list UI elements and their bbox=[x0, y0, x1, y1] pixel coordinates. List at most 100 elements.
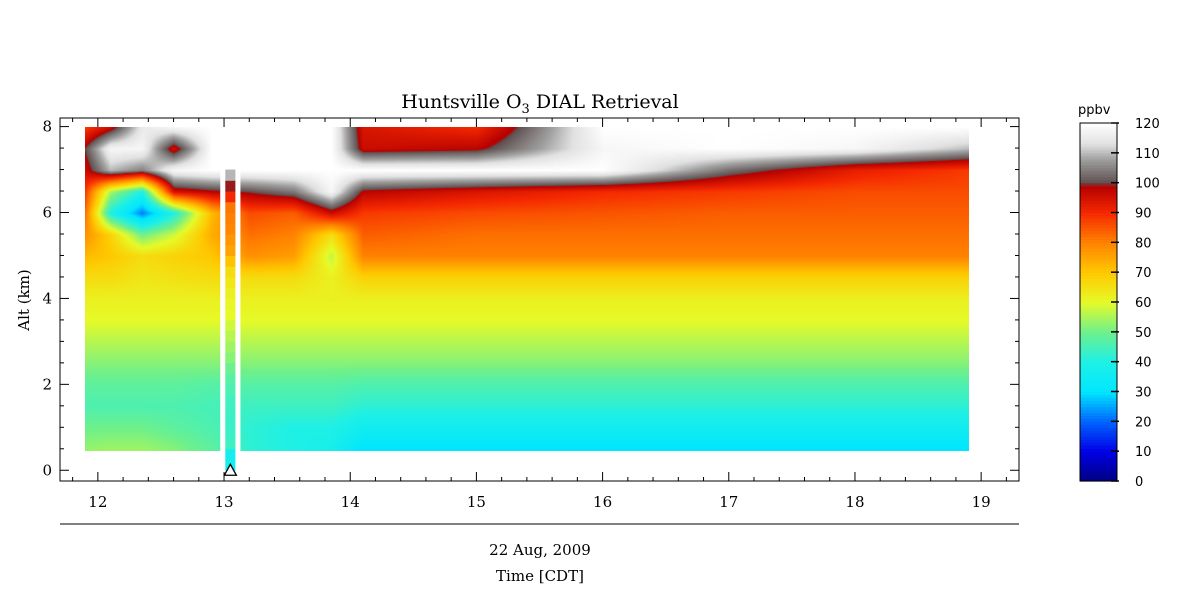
x-tick-label: 17 bbox=[719, 493, 738, 511]
ozone-heatmap bbox=[85, 127, 969, 451]
colorbar-cell bbox=[1080, 131, 1117, 136]
colorbar-cell bbox=[1080, 302, 1117, 306]
colorbar-cell bbox=[1080, 218, 1117, 223]
colorbar-cell bbox=[1080, 299, 1117, 303]
gap-profile-cell bbox=[225, 330, 236, 342]
colorbar-cell bbox=[1080, 293, 1117, 297]
colorbar-cell bbox=[1080, 331, 1117, 336]
colorbar-cell bbox=[1080, 379, 1117, 384]
gap-profile-cell bbox=[225, 309, 236, 321]
colorbar-cell bbox=[1080, 469, 1117, 473]
colorbar-cell bbox=[1080, 167, 1117, 172]
colorbar-cell bbox=[1080, 463, 1117, 467]
colorbar-cell bbox=[1080, 248, 1117, 252]
colorbar-cell bbox=[1080, 307, 1117, 312]
y-tick-label: 4 bbox=[42, 289, 52, 307]
colorbar-cell bbox=[1080, 188, 1117, 193]
colorbar-cell bbox=[1080, 257, 1117, 261]
colorbar-cell bbox=[1080, 340, 1117, 345]
x-tick-label: 15 bbox=[467, 493, 486, 511]
colorbar-cell bbox=[1080, 230, 1117, 234]
colorbar-cell bbox=[1080, 415, 1117, 419]
colorbar-cell bbox=[1080, 173, 1117, 178]
colorbar-cell bbox=[1080, 227, 1117, 231]
colorbar-cell bbox=[1080, 251, 1117, 255]
gap-profile-cell bbox=[225, 373, 236, 385]
gap-profile-cell bbox=[225, 212, 236, 224]
gap-profile-cell bbox=[225, 287, 236, 299]
title-subscript: 3 bbox=[522, 102, 530, 117]
colorbar-cell bbox=[1080, 185, 1117, 190]
colorbar-cell bbox=[1080, 215, 1117, 220]
gap-profile-cell bbox=[225, 362, 236, 375]
colorbar-cell bbox=[1080, 394, 1117, 399]
colorbar-cell bbox=[1080, 200, 1117, 205]
colorbar-cell bbox=[1080, 382, 1117, 387]
colorbar-cell bbox=[1080, 179, 1117, 184]
colorbar-cell bbox=[1080, 409, 1117, 413]
colorbar-cell bbox=[1080, 164, 1117, 169]
colorbar-cell bbox=[1080, 125, 1117, 130]
colorbar-cell bbox=[1080, 310, 1117, 315]
y-tick-label: 8 bbox=[42, 118, 52, 136]
colorbar-cell bbox=[1080, 349, 1117, 354]
colorbar-cell bbox=[1080, 478, 1117, 482]
colorbar-tick-label: 10 bbox=[1135, 445, 1152, 460]
colorbar-tick-label: 100 bbox=[1135, 177, 1160, 192]
colorbar-cell bbox=[1080, 209, 1117, 214]
gap-profile-cell bbox=[225, 233, 236, 246]
colorbar-cell bbox=[1080, 206, 1117, 211]
colorbar-cell bbox=[1080, 430, 1117, 434]
gap-profile-cell bbox=[225, 352, 236, 364]
colorbar-cell bbox=[1080, 278, 1117, 282]
colorbar-cell bbox=[1080, 176, 1117, 181]
gap-profile-cell bbox=[225, 276, 236, 289]
colorbar-cell bbox=[1080, 123, 1117, 127]
colorbar-cell bbox=[1080, 325, 1117, 330]
colorbar-cell bbox=[1080, 161, 1117, 166]
colorbar-cell bbox=[1080, 454, 1117, 458]
colorbar-cell bbox=[1080, 143, 1117, 148]
colorbar-cell bbox=[1080, 263, 1117, 267]
colorbar-cell bbox=[1080, 242, 1117, 246]
colorbar-cell bbox=[1080, 224, 1117, 229]
colorbar-cell bbox=[1080, 361, 1117, 366]
colorbar-cell bbox=[1080, 445, 1117, 449]
x-axis: 12 13 14 15 16 17 18 19 bbox=[72, 118, 1007, 511]
colorbar-cell bbox=[1080, 275, 1117, 279]
colorbar-cell bbox=[1080, 221, 1117, 226]
colorbar-cell bbox=[1080, 287, 1117, 291]
colorbar-cell bbox=[1080, 406, 1117, 410]
colorbar-cell bbox=[1080, 367, 1117, 372]
gap-profile-cell bbox=[225, 201, 236, 214]
colorbar-cell bbox=[1080, 436, 1117, 440]
colorbar-cell bbox=[1080, 284, 1117, 288]
colorbar-tick-label: 80 bbox=[1135, 236, 1152, 251]
colorbar-cell bbox=[1080, 364, 1117, 369]
colorbar-cell bbox=[1080, 337, 1117, 342]
colorbar-cell bbox=[1080, 152, 1117, 157]
colorbar-cell bbox=[1080, 388, 1117, 393]
colorbar-cell bbox=[1080, 194, 1117, 199]
colorbar-tick-label: 60 bbox=[1135, 296, 1152, 311]
colorbar-cell bbox=[1080, 466, 1117, 470]
colorbar-cell bbox=[1080, 403, 1117, 408]
colorbar-cell bbox=[1080, 254, 1117, 258]
colorbar-tick-label: 50 bbox=[1135, 326, 1152, 341]
x-tick-label: 12 bbox=[88, 493, 107, 511]
colorbar-cell bbox=[1080, 197, 1117, 202]
colorbar-cell bbox=[1080, 191, 1117, 196]
colorbar-cell bbox=[1080, 391, 1117, 396]
x-axis-date: 22 Aug, 2009 bbox=[489, 541, 591, 559]
colorbar-cell bbox=[1080, 269, 1117, 273]
x-tick-label: 16 bbox=[593, 493, 612, 511]
chart-title: Huntsville O3 DIAL Retrieval bbox=[401, 91, 678, 117]
gap-profile-cell bbox=[225, 191, 236, 203]
colorbar-cell bbox=[1080, 128, 1117, 133]
colorbar-cell bbox=[1080, 158, 1117, 163]
colorbar-cell bbox=[1080, 272, 1117, 276]
colorbar-cell bbox=[1080, 328, 1117, 333]
gap-profile-cell bbox=[225, 427, 236, 439]
colorbar-cell bbox=[1080, 296, 1117, 300]
